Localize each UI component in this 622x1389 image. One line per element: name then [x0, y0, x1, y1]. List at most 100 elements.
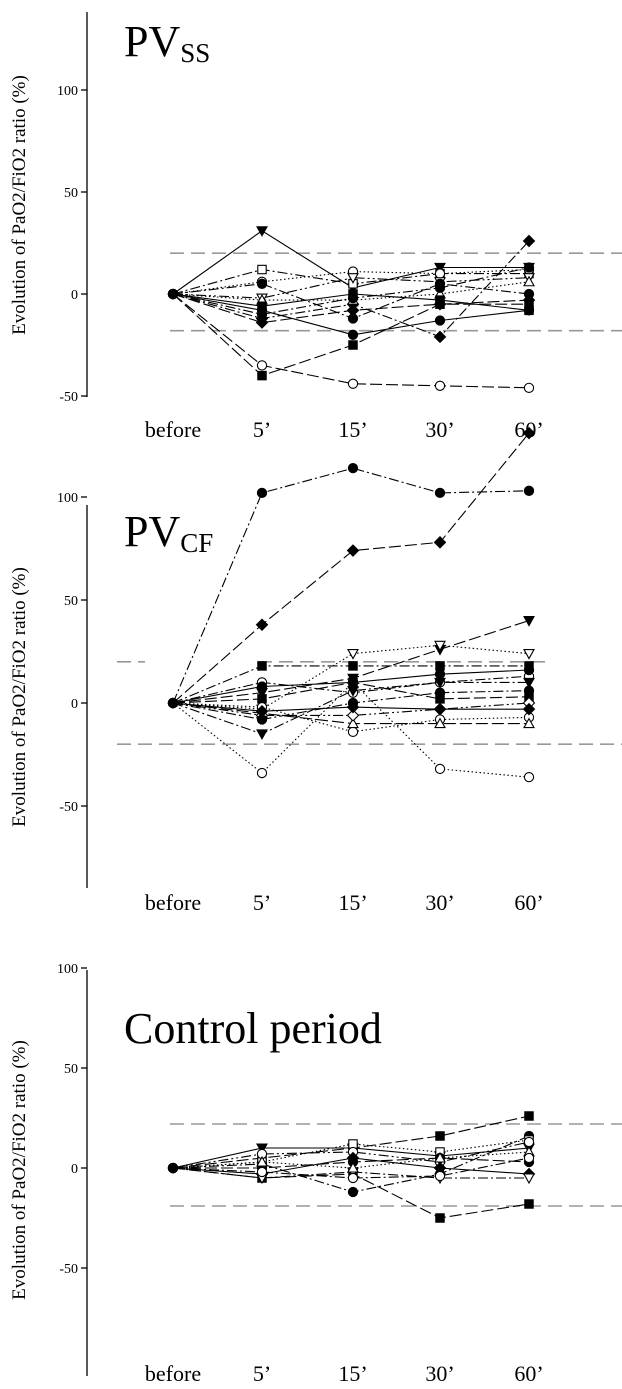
data-point	[256, 1143, 268, 1155]
y-tick-label: 50	[64, 594, 78, 609]
data-point	[347, 463, 359, 474]
panel-title: PVCF	[124, 507, 213, 558]
panel-title: Control period	[124, 1004, 382, 1053]
panel-title-main: PV	[124, 17, 180, 66]
data-point	[522, 234, 536, 248]
data-point	[433, 536, 447, 549]
data-point	[167, 1162, 179, 1174]
data-point	[522, 293, 536, 307]
x-category-label: before	[145, 890, 201, 915]
data-point	[523, 275, 535, 287]
data-point	[523, 382, 535, 393]
panel-title-main: PV	[124, 507, 180, 556]
data-point	[348, 340, 358, 350]
y-tick-label: -50	[59, 390, 78, 405]
x-category-label: 5’	[253, 1361, 271, 1386]
data-point	[433, 297, 447, 311]
y-tick-label: 100	[57, 962, 78, 977]
data-point	[347, 1161, 359, 1173]
chart-panel-3: -50 0 50 100 Evolution of PaO2/FiO2 ratio (%…	[9, 962, 622, 1386]
data-point	[434, 282, 446, 294]
data-point	[523, 616, 535, 627]
data-point	[434, 640, 446, 652]
data-point	[255, 618, 269, 631]
data-point	[523, 485, 535, 496]
x-category-label: 15’	[338, 1361, 367, 1386]
y-tick-label: -50	[59, 800, 78, 815]
data-point	[522, 426, 536, 440]
y-tick-label: 0	[71, 1162, 78, 1177]
data-point	[523, 772, 535, 783]
data-point	[256, 226, 268, 237]
data-point	[347, 649, 359, 660]
data-point	[434, 677, 446, 689]
data-point	[256, 487, 268, 499]
data-point	[255, 316, 269, 329]
series-line	[172, 277, 530, 299]
data-point	[256, 309, 268, 320]
series-line	[172, 293, 530, 389]
series-11	[167, 1152, 535, 1184]
data-point	[435, 661, 445, 671]
data-point	[347, 292, 359, 304]
data-point	[256, 767, 268, 779]
y-tick-label: 50	[64, 1062, 78, 1077]
data-point	[434, 380, 446, 391]
data-point	[348, 677, 358, 688]
data-point	[346, 709, 360, 722]
series-13	[167, 262, 535, 320]
data-point	[348, 661, 358, 671]
panel-title-main: Control period	[124, 1004, 382, 1053]
data-point	[433, 702, 447, 716]
y-axis-label: Evolution of PaO2/FiO2 ratio (%)	[9, 1040, 30, 1300]
data-point	[256, 1166, 268, 1178]
panel-title-subscript: SS	[180, 38, 210, 68]
data-point	[523, 717, 535, 729]
x-category-label: 5’	[253, 417, 271, 442]
x-category-label: before	[145, 1361, 201, 1386]
data-point	[523, 664, 535, 676]
data-point	[256, 714, 268, 725]
data-point	[347, 726, 359, 737]
series-line	[172, 467, 530, 704]
series-1	[167, 463, 535, 709]
x-category-label: 15’	[338, 890, 367, 915]
data-point	[523, 677, 535, 689]
data-point	[256, 1155, 268, 1167]
data-point	[434, 717, 446, 729]
data-point	[524, 1111, 534, 1121]
chart-panel-2: -50 0 50 100 Evolution of PaO2/FiO2 ratio (%…	[9, 426, 622, 915]
panel-title-subscript: CF	[180, 528, 213, 558]
x-category-label: 15’	[338, 417, 367, 442]
data-point	[347, 1186, 359, 1198]
x-category-label: 60’	[514, 890, 543, 915]
data-point	[257, 661, 267, 671]
data-point	[523, 1136, 535, 1148]
series-line	[172, 644, 530, 710]
data-point	[256, 729, 268, 741]
data-point	[523, 1152, 535, 1164]
data-point	[434, 669, 446, 680]
series-line	[172, 1141, 530, 1169]
chart-panel-1: -50 0 50 100 Evolution of PaO2/FiO2 ratio (%…	[9, 12, 622, 442]
data-point	[434, 1151, 446, 1163]
data-point	[434, 487, 446, 499]
series-line	[172, 702, 530, 733]
data-point	[256, 278, 268, 289]
data-point	[434, 687, 446, 698]
panel-title: PVSS	[124, 17, 210, 68]
y-tick-label: 100	[57, 491, 78, 506]
y-tick-label: 0	[71, 697, 78, 712]
data-point	[257, 370, 267, 381]
data-point	[346, 304, 360, 317]
data-point	[347, 697, 359, 709]
data-point	[167, 697, 179, 709]
data-point	[434, 1170, 446, 1182]
data-point	[434, 315, 446, 326]
data-point	[347, 717, 359, 729]
y-axis-label: Evolution of PaO2/FiO2 ratio (%)	[9, 567, 30, 827]
data-point	[167, 288, 179, 300]
x-category-label: 5’	[253, 890, 271, 915]
data-point	[347, 329, 359, 340]
